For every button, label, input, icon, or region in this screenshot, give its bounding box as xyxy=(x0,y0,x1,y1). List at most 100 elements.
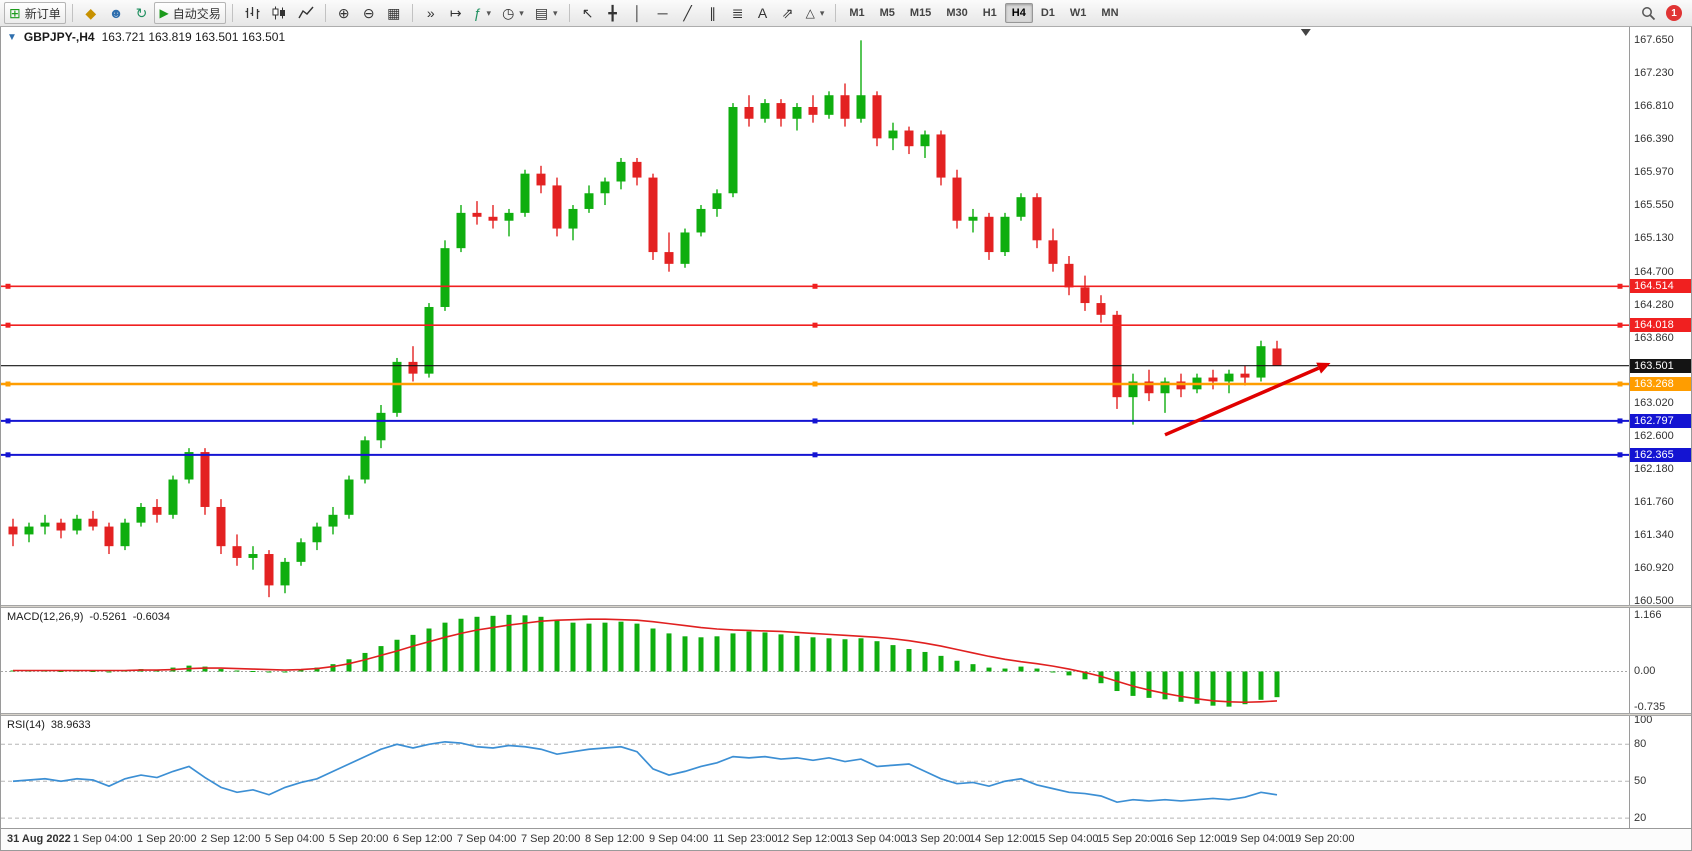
macd-histogram-bar xyxy=(474,616,480,672)
chart-shift-icon: ↦ xyxy=(449,5,462,21)
macd-histogram-bar xyxy=(538,616,544,672)
vertical-line-button[interactable]: │ xyxy=(626,2,650,24)
macd-chart-canvas[interactable] xyxy=(1,608,1629,713)
candle-body xyxy=(1000,216,1010,253)
timeframe-h4-button[interactable]: H4 xyxy=(1004,3,1033,23)
line-handle[interactable] xyxy=(1617,381,1623,387)
horizontal-line-button[interactable]: ─ xyxy=(651,2,675,24)
crosshair-button[interactable]: ╋ xyxy=(601,2,625,24)
channel-button[interactable]: ∥ xyxy=(701,2,725,24)
line-handle[interactable] xyxy=(1617,418,1623,424)
profiles-button[interactable]: ☻ xyxy=(104,2,129,24)
arrow-icon: ⇗ xyxy=(781,5,794,21)
price-scale-tick: 165.550 xyxy=(1634,199,1674,212)
line-handle[interactable] xyxy=(812,381,818,387)
refresh-button[interactable]: ↻ xyxy=(129,2,153,24)
candle-body xyxy=(872,95,882,139)
candle-body xyxy=(1128,381,1138,398)
indicators-dropdown-button[interactable]: ƒ ▾ xyxy=(469,2,496,24)
line-handle[interactable] xyxy=(1617,452,1623,458)
zoom-out-button[interactable]: ⊖ xyxy=(357,2,381,24)
macd-histogram-bar xyxy=(1002,668,1008,672)
timeframe-d1-button[interactable]: D1 xyxy=(1034,3,1062,23)
toolbar-separator xyxy=(231,4,233,22)
tile-windows-button[interactable]: ▦ xyxy=(382,2,406,24)
line-handle[interactable] xyxy=(5,418,11,424)
candle-body xyxy=(184,452,194,480)
time-axis-label: 1 Sep 20:00 xyxy=(137,833,197,845)
timeframe-h1-button[interactable]: H1 xyxy=(976,3,1004,23)
candle-body xyxy=(1176,381,1186,390)
price-chart-canvas[interactable] xyxy=(1,27,1629,605)
bar-chart-button[interactable] xyxy=(239,2,265,24)
time-axis-label: 7 Sep 20:00 xyxy=(521,833,581,845)
timeframe-w1-button[interactable]: W1 xyxy=(1063,3,1094,23)
macd-histogram-bar xyxy=(218,669,224,672)
trend-arrow[interactable] xyxy=(1164,366,1320,437)
macd-histogram-bar xyxy=(746,631,752,672)
candle-body xyxy=(1240,373,1250,378)
rsi-pane[interactable]: RSI(14) 38.9633 xyxy=(1,716,1629,828)
collapse-ohlc-icon[interactable]: ▼ xyxy=(7,31,17,43)
auto-scroll-button[interactable]: » xyxy=(419,2,443,24)
line-handle[interactable] xyxy=(5,283,11,289)
timeframe-m5-button[interactable]: M5 xyxy=(873,3,902,23)
macd-pane[interactable]: MACD(12,26,9) -0.5261 -0.6034 xyxy=(1,608,1629,713)
timeframe-m1-button[interactable]: M1 xyxy=(842,3,871,23)
fibonacci-button[interactable]: ≣ xyxy=(726,2,750,24)
macd-histogram-bar xyxy=(442,622,448,672)
chart-shift-button[interactable]: ↦ xyxy=(444,2,468,24)
candlestick-chart-button[interactable] xyxy=(266,2,292,24)
pane-resize-handle[interactable] xyxy=(1,605,1691,608)
templates-dropdown-button[interactable]: ▤ ▾ xyxy=(530,2,563,24)
timeframe-mn-button[interactable]: MN xyxy=(1094,3,1125,23)
line-handle[interactable] xyxy=(5,452,11,458)
line-handle[interactable] xyxy=(1617,322,1623,328)
price-scale-tick: 160.920 xyxy=(1634,562,1674,575)
macd-histogram-bar xyxy=(634,623,640,672)
notification-badge[interactable]: 1 xyxy=(1666,5,1682,21)
candle-body xyxy=(936,134,946,178)
candle-body xyxy=(440,248,450,307)
trendline-button[interactable]: ╱ xyxy=(676,2,700,24)
line-handle[interactable] xyxy=(812,283,818,289)
pane-resize-handle[interactable] xyxy=(1,713,1691,716)
candle-body xyxy=(808,106,818,115)
chevron-down-icon: ▾ xyxy=(819,7,825,18)
time-axis[interactable]: 31 Aug 2022 1 Sep 04:00 1 Sep 20:00 2 Sep 1… xyxy=(1,828,1691,850)
line-handle[interactable] xyxy=(812,322,818,328)
line-handle[interactable] xyxy=(5,381,11,387)
line-handle[interactable] xyxy=(812,452,818,458)
rsi-scale[interactable]: 100 80 50 20 xyxy=(1629,716,1691,828)
periods-dropdown-button[interactable]: ◷ ▾ xyxy=(497,2,529,24)
line-handle[interactable] xyxy=(5,322,11,328)
zoom-in-button[interactable]: ⊕ xyxy=(332,2,356,24)
line-handle[interactable] xyxy=(1617,283,1623,289)
alerts-button[interactable]: ◆ xyxy=(79,2,103,24)
arrow-tool-button[interactable]: ⇗ xyxy=(776,2,800,24)
macd-histogram-bar xyxy=(810,637,816,672)
rsi-chart-canvas[interactable] xyxy=(1,716,1629,828)
line-handle[interactable] xyxy=(812,418,818,424)
price-scale[interactable]: 167.650 167.230 166.810 166.390 165.970 165.5… xyxy=(1629,27,1691,605)
text-tool-button[interactable]: A xyxy=(751,2,775,24)
shapes-dropdown-button[interactable]: △ ▾ xyxy=(801,2,830,24)
search-button[interactable] xyxy=(1636,2,1661,24)
macd-histogram-bar xyxy=(1066,671,1072,676)
price-pane[interactable]: ▼ GBPJPY-,H4 163.721 163.819 163.501 163… xyxy=(1,27,1629,605)
timeframe-m15-button[interactable]: M15 xyxy=(903,3,938,23)
trend-arrow-head[interactable] xyxy=(1316,362,1331,374)
candle-body xyxy=(920,134,930,147)
candle-body xyxy=(1032,197,1042,241)
macd-histogram-bar xyxy=(1258,671,1264,700)
macd-scale[interactable]: 1.166 0.00 -0.735 xyxy=(1629,608,1691,713)
macd-histogram-bar xyxy=(874,641,880,672)
candle-body xyxy=(216,506,226,547)
autotrading-button[interactable]: ▶ 自动交易 xyxy=(154,2,226,24)
candle-body xyxy=(984,216,994,253)
rsi-line xyxy=(12,740,1278,804)
timeframe-m30-button[interactable]: M30 xyxy=(939,3,974,23)
cursor-button[interactable]: ↖ xyxy=(576,2,600,24)
new-order-button[interactable]: ⊞ 新订单 xyxy=(4,2,66,24)
line-chart-button[interactable] xyxy=(293,2,319,24)
